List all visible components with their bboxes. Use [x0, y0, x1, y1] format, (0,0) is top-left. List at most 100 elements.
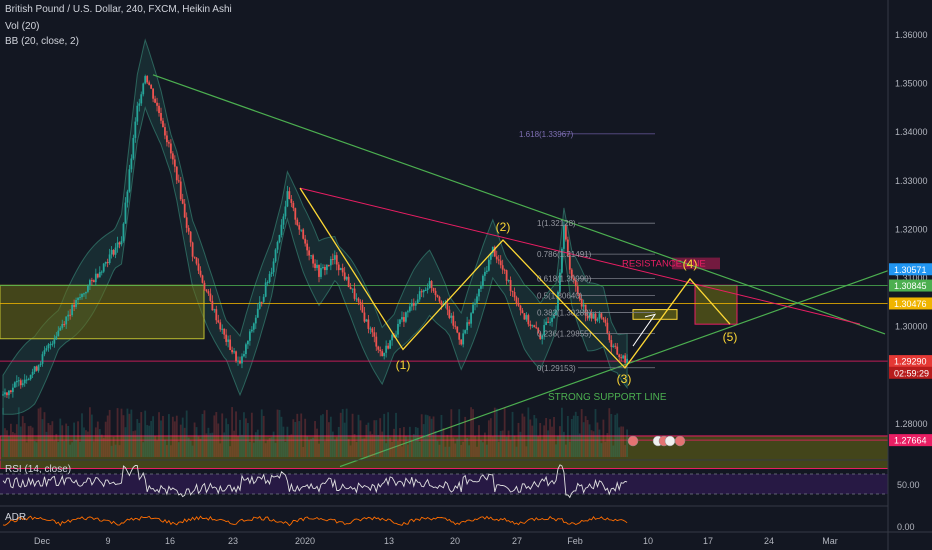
candle-body [480, 286, 482, 289]
volume-bar [478, 425, 480, 457]
volume-bar [237, 436, 239, 457]
volume-bar [278, 409, 281, 457]
candle-body [428, 281, 431, 289]
time-tick-label: 23 [228, 536, 238, 546]
candle-body [570, 269, 573, 279]
volume-bar [102, 437, 105, 457]
volume-bar [211, 432, 214, 457]
volume-bar [118, 445, 121, 457]
candle-body [363, 312, 366, 322]
candle-body [416, 299, 419, 304]
candle-body [576, 286, 579, 294]
candle-body [69, 314, 72, 316]
time-tick-label: 27 [512, 536, 522, 546]
volume-bar [472, 409, 474, 457]
candle-body [513, 292, 516, 298]
candle-body [351, 288, 354, 290]
candle-body [106, 262, 109, 264]
bollinger-bands [2, 38, 628, 415]
bollinger-indicator-label[interactable]: BB (20, close, 2) [5, 36, 79, 47]
volume-bar [442, 428, 445, 457]
candle-body [509, 280, 512, 291]
volume-bar [359, 420, 362, 457]
candle-body [197, 263, 200, 271]
candle-body [33, 366, 36, 372]
volume-bar [254, 432, 257, 457]
candle-body [310, 255, 312, 257]
adr-line[interactable] [2, 515, 628, 527]
volume-bar [243, 412, 245, 457]
candle-body [6, 392, 8, 396]
volume-bar [606, 433, 609, 457]
volume-bar [466, 437, 469, 457]
volume-indicator-label[interactable]: Vol (20) [5, 21, 40, 32]
price-tick-label: 1.35000 [895, 79, 928, 89]
volume-bar [414, 427, 417, 457]
candle-body [610, 340, 613, 347]
volume-bar [201, 413, 204, 457]
volume-bar [626, 429, 628, 457]
adr-indicator-label[interactable]: ADR [5, 512, 27, 523]
economic-event-icon[interactable] [664, 435, 676, 447]
candle-body [381, 351, 384, 357]
volume-bar [570, 418, 573, 457]
candle-body [501, 265, 504, 270]
volume-bar [329, 416, 332, 457]
volume-bar [150, 420, 153, 457]
candle-body [426, 288, 429, 291]
target-zone-box[interactable] [694, 284, 738, 325]
volume-bar [136, 419, 139, 457]
candle-body [195, 257, 198, 264]
volume-bar [152, 416, 154, 457]
candle-body [203, 282, 206, 290]
volume-bar [444, 446, 447, 457]
volume-bar [235, 411, 237, 457]
candle-body [418, 291, 421, 300]
support-zone-bottom[interactable] [0, 435, 889, 470]
volume-bar [81, 413, 83, 457]
candle-body [262, 296, 265, 302]
resistance-zone-box[interactable] [672, 257, 720, 270]
candle-body [231, 350, 233, 353]
fib-level-label: 1.618(1.33967) [519, 130, 574, 139]
candle-body [458, 332, 461, 340]
candle-body [397, 323, 399, 335]
volume-bar [491, 436, 494, 457]
candle-body [83, 293, 85, 295]
volume-bar [622, 426, 625, 457]
volume-bar [450, 409, 453, 457]
economic-event-icon[interactable] [627, 435, 639, 447]
volume-bar [335, 437, 338, 457]
demand-zone-left[interactable] [0, 284, 205, 340]
candle-body [177, 180, 180, 182]
volume-bar [27, 426, 30, 457]
resistance-trendline[interactable] [299, 187, 861, 325]
rsi-line[interactable] [2, 464, 628, 499]
time-tick-label: 9 [105, 536, 110, 546]
candle-body [90, 280, 93, 282]
line-price-tag: 1.27664 [894, 436, 927, 446]
candle-body [191, 242, 194, 257]
economic-event-icon[interactable] [674, 435, 686, 447]
candle-body [130, 158, 133, 170]
strong-support-trendline[interactable] [339, 270, 889, 468]
volume-bar [284, 441, 287, 457]
candle-body [8, 390, 10, 396]
candle-body [430, 281, 433, 288]
volume-bar [314, 421, 316, 457]
rsi-indicator-label[interactable]: RSI (14, close) [5, 464, 72, 475]
elliott-wave-path[interactable] [299, 187, 731, 369]
candle-body [399, 319, 401, 324]
candle-body [17, 380, 20, 382]
descending-trendline[interactable] [152, 74, 886, 335]
symbol-title[interactable]: British Pound / U.S. Dollar, 240, FXCM, … [5, 4, 232, 15]
candle-body [140, 94, 143, 104]
volume-bar [11, 431, 14, 457]
volume-bar [385, 443, 388, 457]
price-tick-label: 1.28000 [895, 419, 928, 429]
volume-bar [343, 422, 346, 457]
candle-body [588, 313, 591, 319]
volume-bar [92, 441, 95, 457]
